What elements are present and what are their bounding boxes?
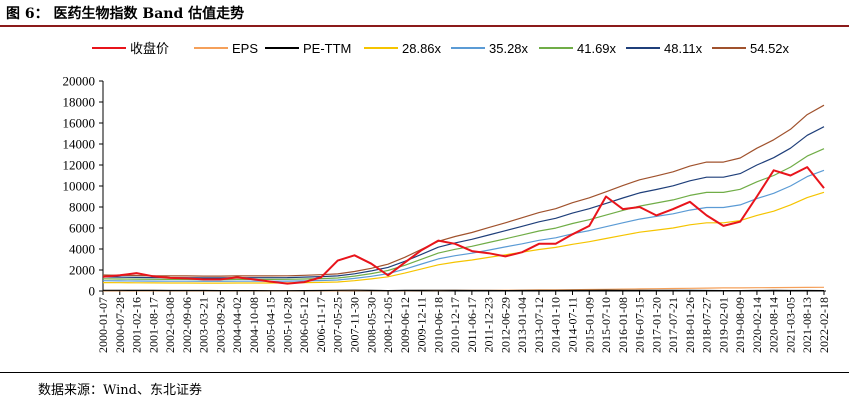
- legend-label: 35.28x: [489, 41, 529, 56]
- figure-title: 图 6： 医药生物指数 Band 估值走势: [6, 6, 245, 22]
- x-tick-label: 2003-03-21: [197, 297, 211, 353]
- x-tick-label: 2018-07-27: [700, 297, 714, 353]
- y-tick-label: 4000: [69, 242, 95, 257]
- y-tick-label: 20000: [63, 74, 96, 89]
- x-tick-label: 2011-12-23: [482, 297, 496, 353]
- x-tick-label: 2007-05-25: [331, 297, 345, 353]
- x-tick-label: 2017-07-21: [666, 297, 680, 353]
- series-line-6: [102, 126, 825, 279]
- x-tick-label: 2015-07-10: [599, 297, 613, 353]
- x-tick-label: 2021-03-05: [783, 297, 797, 353]
- x-tick-label: 2015-01-09: [582, 297, 596, 353]
- x-tick-label: 2013-01-04: [515, 297, 529, 353]
- source-note: 数据来源：Wind、东北证券: [38, 383, 202, 398]
- x-tick-label: 2018-01-26: [683, 297, 697, 353]
- x-tick-label: 2006-11-17: [314, 297, 328, 353]
- series-line-7: [102, 104, 825, 277]
- legend-label: 收盘价: [130, 41, 169, 56]
- x-tick-label: 2004-10-08: [247, 297, 261, 353]
- x-tick-label: 2009-06-12: [398, 297, 412, 353]
- legend-label: 28.86x: [402, 41, 442, 56]
- x-tick-label: 2012-06-29: [498, 297, 512, 353]
- legend-label: 48.11x: [664, 41, 703, 56]
- x-tick-label: 2002-09-06: [180, 297, 194, 353]
- x-tick-label: 2013-07-12: [532, 297, 546, 353]
- x-tick-label: 2006-05-12: [297, 297, 311, 353]
- series-line-2: [103, 289, 825, 292]
- title-rule: [0, 25, 849, 27]
- plot-area: 0 2000 4000 6000 8000 10000 12000 14000 16000 180…: [63, 74, 832, 354]
- x-tick-label: 2014-07-11: [565, 297, 579, 353]
- series-line-3: [102, 191, 825, 284]
- x-tick-label: 2004-04-02: [230, 297, 244, 353]
- x-tick-label: 2016-07-15: [633, 297, 647, 353]
- x-tick-label: 2005-04-15: [264, 297, 278, 353]
- x-tick-label: 2016-01-08: [616, 297, 630, 353]
- series-line-0: [102, 166, 825, 285]
- y-tick-label: 14000: [63, 137, 96, 152]
- x-tick-label: 2000-01-07: [96, 297, 110, 353]
- y-tick-label: 18000: [63, 95, 96, 110]
- x-tick-label: 2007-11-30: [348, 297, 362, 353]
- x-tick-label: 2017-01-20: [649, 297, 663, 353]
- x-tick-label: 2022-02-18: [817, 297, 831, 353]
- x-tick-label: 2020-08-14: [767, 297, 781, 353]
- x-tick-label: 2010-06-18: [431, 297, 445, 353]
- y-tick-label: 12000: [63, 158, 96, 173]
- legend-label: EPS: [232, 41, 258, 56]
- y-tick-label: 0: [89, 284, 96, 299]
- x-tick-label: 2001-02-16: [130, 297, 144, 353]
- legend-label: PE-TTM: [303, 41, 351, 56]
- x-tick-label: 2019-08-09: [733, 297, 747, 353]
- x-tick-label: 2008-05-30: [364, 297, 378, 353]
- x-tick-label: 2020-02-14: [750, 297, 764, 353]
- x-tick-label: 2011-06-17: [465, 297, 479, 353]
- x-tick-label: 2009-12-11: [415, 297, 429, 353]
- y-tick-label: 16000: [63, 116, 96, 131]
- chart-legend: 收盘价 EPS PE-TTM 28.86x 35.28x 41.69x 48.11x 54.5…: [92, 41, 790, 56]
- y-tick-label: 6000: [69, 221, 95, 236]
- x-tick-label: 2003-09-26: [213, 297, 227, 353]
- source-rule: [0, 372, 849, 373]
- x-tick-label: 2021-08-13: [800, 297, 814, 353]
- x-tick-label: 2001-08-17: [146, 297, 160, 353]
- x-tick-label: 2014-01-10: [549, 297, 563, 353]
- y-tick-label: 10000: [63, 179, 96, 194]
- x-tick-label: 2005-10-28: [280, 297, 294, 353]
- legend-label: 41.69x: [577, 41, 617, 56]
- x-tick-label: 2010-12-17: [448, 297, 462, 353]
- x-tick-label: 2019-02-01: [716, 297, 730, 353]
- legend-label: 54.52x: [750, 41, 790, 56]
- band-valuation-chart: 收盘价 EPS PE-TTM 28.86x 35.28x 41.69x 48.11x 54.5…: [63, 41, 832, 354]
- x-tick-label: 2000-07-28: [113, 297, 127, 353]
- x-tick-label: 2008-12-05: [381, 297, 395, 353]
- series-line-4: [102, 169, 825, 282]
- y-tick-label: 8000: [69, 200, 95, 215]
- y-tick-label: 2000: [69, 263, 95, 278]
- x-tick-label: 2002-03-08: [163, 297, 177, 353]
- series-line-5: [102, 148, 825, 281]
